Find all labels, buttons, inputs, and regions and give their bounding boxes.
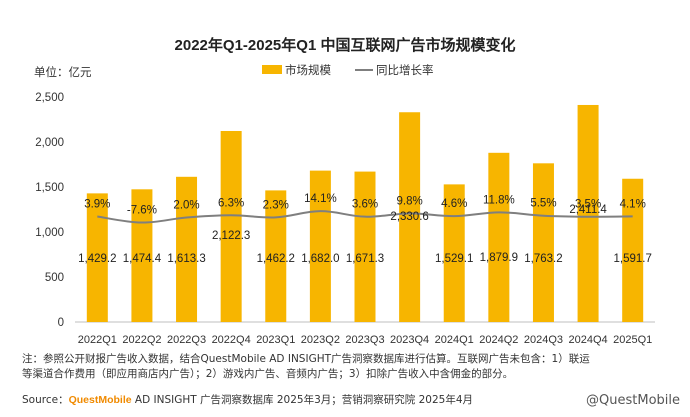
bar-value-label: 1,671.3	[346, 253, 384, 265]
bar	[354, 171, 376, 322]
bar-series	[86, 104, 644, 322]
bar-value-label: 1,682.0	[301, 253, 339, 265]
watermark: @QuestMobile	[586, 393, 680, 408]
growth-line	[97, 210, 633, 224]
x-tick-label: 2023Q1	[256, 334, 295, 346]
bar	[86, 193, 108, 322]
growth-rate-label: 4.1%	[620, 198, 646, 210]
growth-rate-label: 5.5%	[530, 198, 556, 210]
unit-label: 单位：亿元	[34, 65, 92, 79]
source-prefix: Source：	[22, 394, 69, 406]
legend-bar-label: 市场规模	[285, 63, 331, 77]
legend: 市场规模 同比增长率	[262, 63, 434, 77]
bar-value-label: 1,763.2	[524, 253, 562, 265]
x-tick-label: 2023Q2	[301, 334, 340, 346]
growth-rate-label: -7.6%	[127, 205, 157, 217]
x-tick-label: 2024Q3	[524, 334, 563, 346]
bar	[176, 176, 198, 322]
growth-rate-label: 6.3%	[218, 197, 244, 209]
bar-value-label: 2,411.4	[569, 204, 607, 216]
chart-svg: 2022年Q1-2025年Q1 中国互联网广告市场规模变化 单位：亿元 市场规模…	[34, 36, 655, 346]
x-tick-label: 2023Q4	[390, 334, 429, 346]
x-tick-label: 2024Q4	[568, 334, 607, 346]
bar	[399, 112, 421, 322]
bar	[220, 130, 242, 322]
bar-value-label: 1,462.2	[257, 253, 295, 265]
source-text: AD INSIGHT 广告洞察数据库 2025年3月；营销洞察研究院 2025年…	[131, 394, 474, 406]
y-tick-label: 1,000	[35, 227, 64, 239]
y-tick-label: 2,000	[35, 137, 64, 149]
x-tick-label: 2024Q1	[435, 334, 474, 346]
bar-value-label: 1,474.4	[123, 253, 162, 265]
x-tick-label: 2024Q2	[479, 334, 518, 346]
x-tick-label: 2022Q2	[122, 334, 161, 346]
bar	[622, 178, 644, 322]
axes: 0 500 1,000 1,500 2,000 2,500 2022Q1 2022Q2 2022…	[35, 92, 655, 346]
legend-bar-swatch	[262, 65, 282, 74]
source-brand: QuestMobile	[68, 394, 132, 406]
growth-rate-label: 11.8%	[483, 194, 515, 206]
y-tick-label: 2,500	[35, 92, 64, 104]
growth-rate-label: 9.8%	[397, 195, 423, 207]
bar	[532, 163, 554, 322]
bar-value-label: 1,429.2	[78, 253, 116, 265]
bar	[488, 152, 510, 322]
legend-line-label: 同比增长率	[376, 63, 434, 77]
y-tick-label: 1,500	[35, 182, 64, 194]
growth-line-series	[97, 210, 633, 224]
growth-rate-label: 14.1%	[304, 193, 337, 205]
footnote-line-2: 等渠道合作费用（即应用商店内广告）；2）游戏内广告、音频内广告；3）扣除广告收入…	[22, 368, 514, 380]
source-line: Source：QuestMobile AD INSIGHT 广告洞察数据库 20…	[22, 393, 473, 407]
growth-rate-label: 3.6%	[352, 199, 378, 211]
chart-title: 2022年Q1-2025年Q1 中国互联网广告市场规模变化	[175, 36, 516, 54]
x-tick-label: 2023Q3	[345, 334, 384, 346]
bar-value-label: 1,591.7	[614, 253, 652, 265]
y-tick-label: 0	[58, 317, 64, 329]
bar-value-label: 2,330.6	[390, 211, 428, 223]
bar	[265, 190, 287, 322]
x-tick-label: 2022Q1	[78, 334, 117, 346]
growth-rate-label: 4.6%	[441, 198, 467, 210]
growth-rate-label: 2.3%	[263, 199, 289, 211]
x-tick-label: 2025Q1	[613, 334, 652, 346]
bar-value-label: 2,122.3	[212, 230, 250, 242]
growth-rate-label: 3.5%	[575, 199, 601, 211]
data-labels: 1,429.2 1,474.4 1,613.3 2,122.3 1,462.2 1,682…	[78, 193, 652, 265]
bar-value-label: 1,613.3	[167, 253, 205, 265]
footnote-line-1: 注：参照公开财报广告收入数据，结合QuestMobile AD INSIGHT广…	[22, 353, 590, 365]
bar-value-label: 1,879.9	[480, 252, 518, 264]
growth-rate-label: 3.9%	[84, 199, 110, 211]
x-tick-label: 2022Q3	[167, 334, 206, 346]
bar-value-label: 1,529.1	[435, 253, 473, 265]
bar	[309, 170, 331, 322]
bar	[443, 184, 465, 322]
growth-rate-label: 2.0%	[173, 200, 199, 212]
x-tick-label: 2022Q4	[212, 334, 251, 346]
bar	[577, 104, 599, 322]
y-tick-label: 500	[45, 272, 64, 284]
